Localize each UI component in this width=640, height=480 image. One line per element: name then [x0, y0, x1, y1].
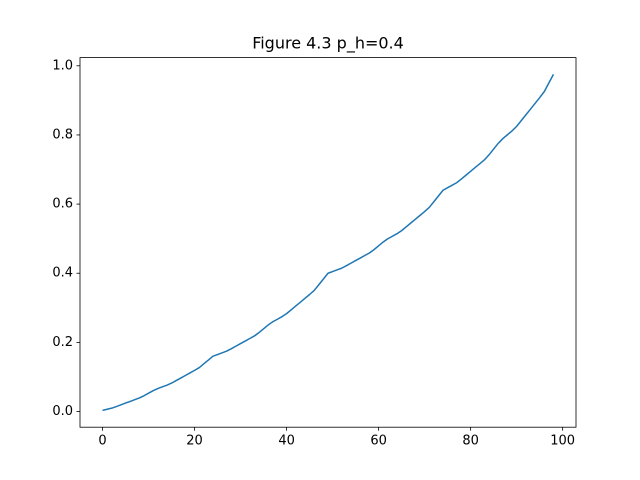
y-tick-label: 0.0	[52, 404, 73, 419]
x-tick-label: 40	[278, 434, 295, 449]
chart-title: Figure 4.3 p_h=0.4	[252, 34, 404, 54]
x-tick-label: 0	[98, 434, 106, 449]
x-tick-label: 20	[186, 434, 203, 449]
y-tick-label: 0.8	[52, 127, 73, 142]
y-tick-label: 0.6	[52, 197, 73, 212]
x-tick-label: 80	[462, 434, 479, 449]
y-tick-label: 0.2	[52, 335, 73, 350]
axes-frame	[79, 57, 577, 428]
x-tick-label: 100	[550, 434, 575, 449]
x-tick-label: 60	[370, 434, 387, 449]
y-tick-label: 0.4	[52, 266, 73, 281]
y-tick-label: 1.0	[52, 58, 73, 73]
data-line	[102, 74, 555, 412]
